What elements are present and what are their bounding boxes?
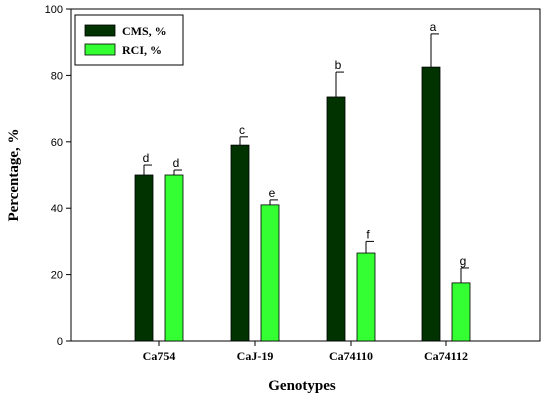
y-tick-label: 60 [51,137,63,149]
significance-label: g [460,254,467,268]
bars: d d c e b f a g [134,20,471,342]
y-tick-label: 80 [51,70,63,82]
x-axis-ticks: Ca754 CaJ-19 Ca74110 Ca74112 [143,341,468,363]
bar-rci [356,252,376,342]
legend-swatch-rci [84,43,116,56]
x-tick-label: Ca74112 [424,349,468,363]
legend: CMS, % RCI, % [74,14,184,66]
significance-label: b [335,58,342,72]
x-tick-label: Ca754 [143,349,176,363]
y-tick-label: 0 [57,336,63,348]
bar-rci [451,282,471,342]
bar-cms [326,96,346,342]
x-tick-label: CaJ-19 [237,349,274,363]
y-tick-label: 100 [45,4,63,16]
significance-label: f [366,227,370,241]
bar-rci [164,174,184,342]
bar-cms [134,174,154,342]
x-axis-title: Genotypes [268,378,336,394]
bar-cms [421,66,441,342]
significance-label: d [143,151,150,165]
plot-frame [70,8,541,342]
significance-label: c [239,123,245,137]
significance-label: a [430,20,437,34]
y-axis-title: Percentage, % [6,128,22,221]
legend-label-rci: RCI, % [122,43,162,57]
bar-rci [260,204,280,342]
x-tick-label: Ca74110 [329,349,373,363]
bar-cms [230,144,250,342]
y-tick-label: 20 [51,270,63,282]
significance-label: e [269,186,276,200]
legend-swatch-cms [84,24,116,37]
legend-box [74,14,184,66]
significance-label: d [173,156,180,170]
legend-label-cms: CMS, % [122,24,167,38]
y-tick-label: 40 [51,203,63,215]
y-axis-ticks: 0 20 40 60 80 100 [45,4,71,348]
